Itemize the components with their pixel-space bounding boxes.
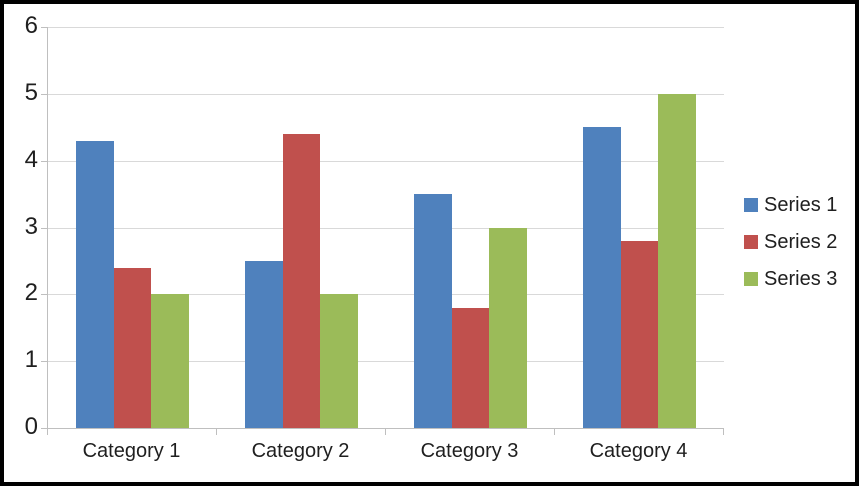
legend-swatch xyxy=(744,272,758,286)
y-gridline xyxy=(48,160,724,162)
legend-swatch xyxy=(744,235,758,249)
bar-series-2-category-1 xyxy=(113,267,152,428)
y-axis-label: 1 xyxy=(24,346,38,374)
y-tick xyxy=(41,428,47,429)
x-tick xyxy=(723,429,724,435)
bar-series-3-category-2 xyxy=(320,294,358,428)
x-tick xyxy=(47,429,48,435)
y-gridline xyxy=(48,294,724,296)
bar-series-1-category-1 xyxy=(76,140,114,428)
legend-item-series-2: Series 2 xyxy=(744,231,837,253)
bar-series-1-category-3 xyxy=(414,194,452,428)
bar-series-3-category-3 xyxy=(489,227,527,428)
x-tick xyxy=(554,429,555,435)
bar-series-2-category-3 xyxy=(451,307,490,428)
y-gridline xyxy=(48,361,724,363)
y-axis-label: 4 xyxy=(24,145,38,173)
legend-swatch xyxy=(744,198,758,212)
y-axis-label: 3 xyxy=(24,212,38,240)
x-axis-label: Category 2 xyxy=(251,440,350,462)
bar-series-1-category-2 xyxy=(245,260,283,428)
y-tick xyxy=(41,361,47,363)
y-axis-label: 5 xyxy=(24,78,38,106)
x-axis-label: Category 4 xyxy=(589,440,688,462)
bar-series-3-category-1 xyxy=(151,294,189,428)
y-gridline xyxy=(48,227,724,229)
y-tick xyxy=(41,27,47,28)
x-axis-label: Category 3 xyxy=(420,440,519,462)
y-tick xyxy=(41,160,47,162)
legend: Series 1 Series 2 Series 3 xyxy=(744,194,837,290)
bar-series-1-category-4 xyxy=(583,127,621,428)
legend-label: Series 3 xyxy=(764,267,838,290)
plot-area xyxy=(47,27,724,429)
y-tick xyxy=(41,227,47,229)
y-axis-label: 6 xyxy=(24,12,38,40)
x-tick xyxy=(216,429,217,435)
legend-item-series-3: Series 3 xyxy=(744,268,837,290)
bar-series-2-category-4 xyxy=(620,240,659,428)
y-gridline xyxy=(48,27,724,28)
y-tick xyxy=(41,93,47,95)
bar-series-2-category-2 xyxy=(282,133,321,428)
y-tick xyxy=(41,294,47,296)
y-axis-label: 0 xyxy=(24,413,38,441)
legend-item-series-1: Series 1 xyxy=(744,194,837,216)
legend-label: Series 1 xyxy=(764,193,838,216)
bar-series-3-category-4 xyxy=(658,93,696,428)
x-axis-label: Category 1 xyxy=(82,440,181,462)
x-tick xyxy=(385,429,386,435)
y-axis-label: 2 xyxy=(24,279,38,307)
y-gridline xyxy=(48,93,724,95)
legend-label: Series 2 xyxy=(764,230,838,253)
